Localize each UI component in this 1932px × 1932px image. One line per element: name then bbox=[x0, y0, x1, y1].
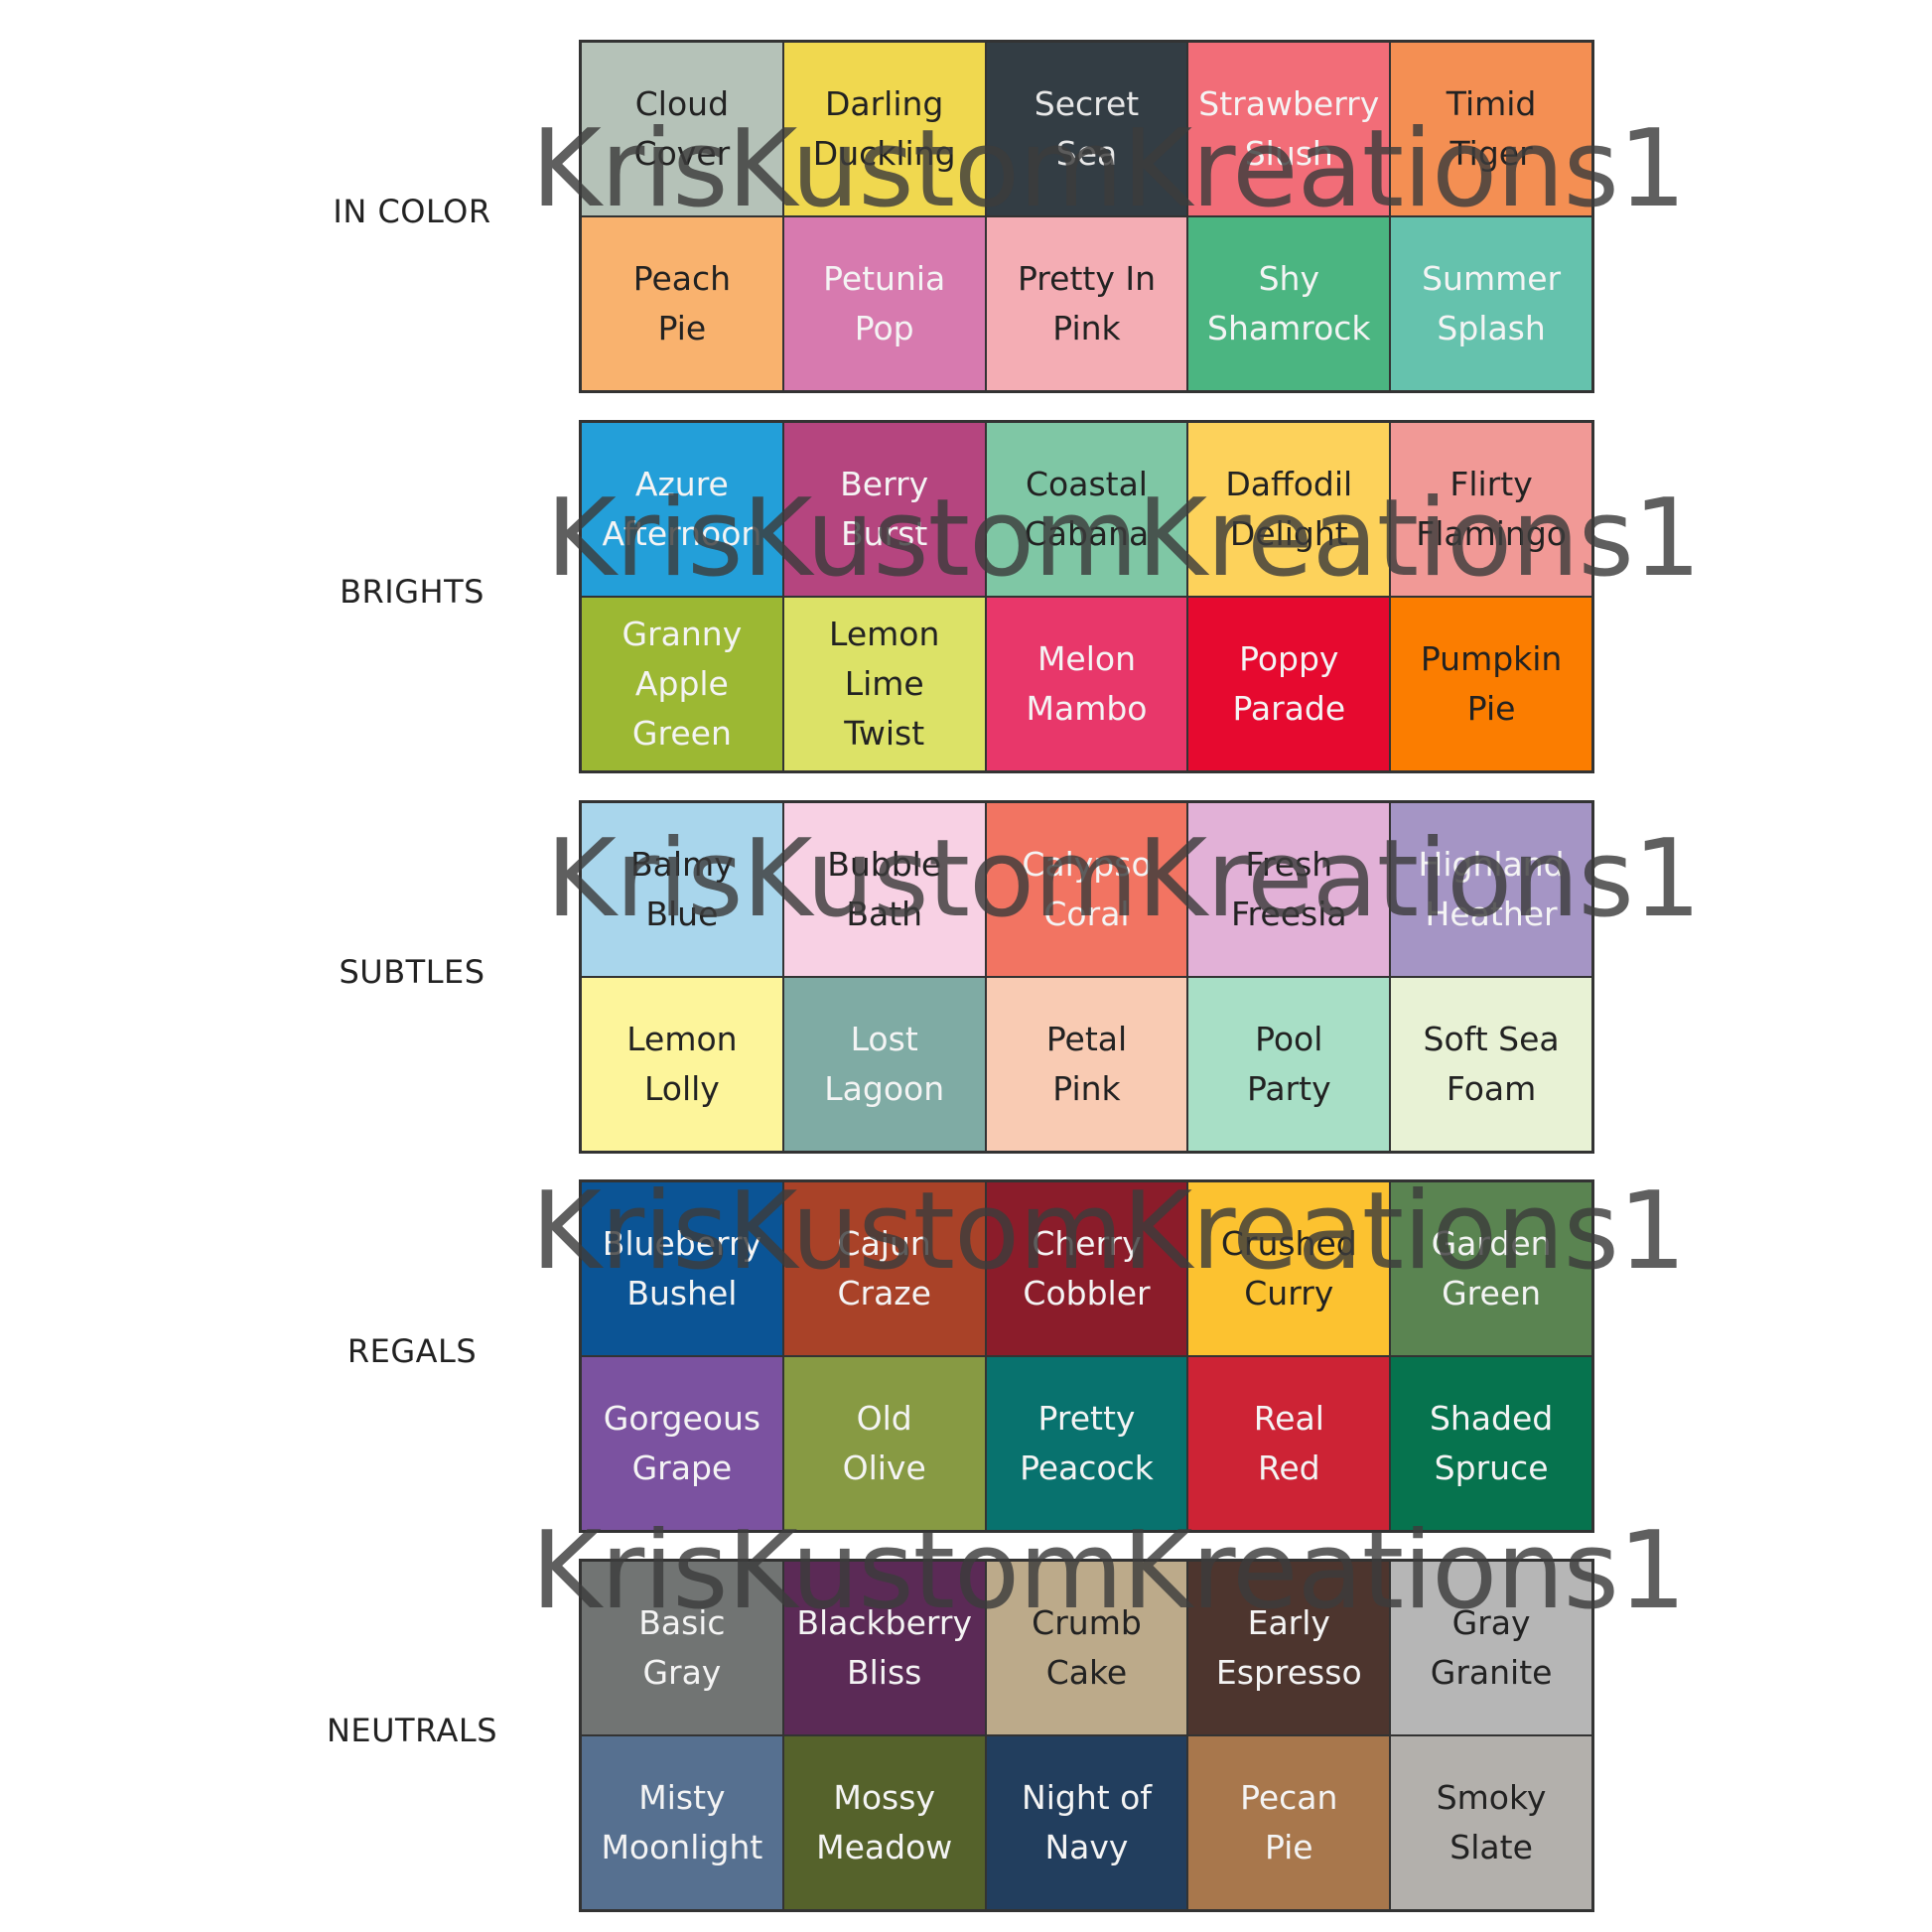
color-swatch-grid: Blueberry Bushel Cajun Craze Cherry Cobble… bbox=[579, 1179, 1594, 1533]
color-swatch: Coastal Cabana bbox=[985, 422, 1188, 597]
color-swatch: Cajun Craze bbox=[782, 1181, 986, 1356]
color-swatch: Secret Sea bbox=[985, 42, 1188, 216]
color-swatch: Azure Afternoon bbox=[581, 422, 783, 597]
color-swatch: Darling Duckling bbox=[782, 42, 986, 216]
color-swatch: Berry Burst bbox=[782, 422, 986, 597]
color-swatch: Pretty In Pink bbox=[985, 216, 1188, 391]
color-swatch-grid: Basic Gray Blackberry Bliss Crumb Cake Earl… bbox=[579, 1559, 1594, 1912]
color-swatch: Peach Pie bbox=[581, 216, 783, 391]
color-swatch: Early Espresso bbox=[1187, 1561, 1391, 1735]
color-swatch: Calypso Coral bbox=[985, 802, 1188, 977]
color-swatch: Melon Mambo bbox=[985, 597, 1188, 771]
color-swatch: Misty Moonlight bbox=[581, 1735, 783, 1910]
color-swatch-grid: Cloud Cover Darling Duckling Secret Sea Str… bbox=[579, 40, 1594, 393]
color-swatch: Petal Pink bbox=[985, 977, 1188, 1152]
color-swatch: Pretty Peacock bbox=[985, 1356, 1188, 1531]
color-swatch: Lemon Lime Twist bbox=[782, 597, 986, 771]
color-swatch: Real Red bbox=[1187, 1356, 1391, 1531]
color-swatch: Shaded Spruce bbox=[1390, 1356, 1592, 1531]
color-swatch: Cherry Cobbler bbox=[985, 1181, 1188, 1356]
color-swatch: Lost Lagoon bbox=[782, 977, 986, 1152]
color-swatch: Blackberry Bliss bbox=[782, 1561, 986, 1735]
group-label: REGALS bbox=[346, 1332, 478, 1370]
color-swatch: Blueberry Bushel bbox=[581, 1181, 783, 1356]
group-label: BRIGHTS bbox=[340, 573, 484, 611]
color-swatch: Gray Granite bbox=[1390, 1561, 1592, 1735]
color-swatch: Soft Sea Foam bbox=[1390, 977, 1592, 1152]
color-swatch-grid: Azure Afternoon Berry Burst Coastal Cabana… bbox=[579, 420, 1594, 773]
color-swatch: Bubble Bath bbox=[782, 802, 986, 977]
color-swatch: Gorgeous Grape bbox=[581, 1356, 783, 1531]
color-swatch: Crumb Cake bbox=[985, 1561, 1188, 1735]
color-swatch: Crushed Curry bbox=[1187, 1181, 1391, 1356]
color-swatch: Timid Tiger bbox=[1390, 42, 1592, 216]
color-swatch: Night of Navy bbox=[985, 1735, 1188, 1910]
color-swatch: Pool Party bbox=[1187, 977, 1391, 1152]
color-swatch: Summer Splash bbox=[1390, 216, 1592, 391]
color-swatch: Smoky Slate bbox=[1390, 1735, 1592, 1910]
color-swatch: Strawberry Slush bbox=[1187, 42, 1391, 216]
color-swatch: Cloud Cover bbox=[581, 42, 783, 216]
group-label: NEUTRALS bbox=[326, 1712, 498, 1749]
color-swatch: Balmy Blue bbox=[581, 802, 783, 977]
color-swatch: Garden Green bbox=[1390, 1181, 1592, 1356]
color-swatch: Fresh Freesia bbox=[1187, 802, 1391, 977]
color-swatch: Basic Gray bbox=[581, 1561, 783, 1735]
color-swatch: Daffodil Delight bbox=[1187, 422, 1391, 597]
color-swatch: Flirty Flamingo bbox=[1390, 422, 1592, 597]
color-swatch: Poppy Parade bbox=[1187, 597, 1391, 771]
color-swatch: Old Olive bbox=[782, 1356, 986, 1531]
group-label: SUBTLES bbox=[339, 953, 485, 991]
group-label: IN COLOR bbox=[333, 193, 491, 230]
color-swatch: Petunia Pop bbox=[782, 216, 986, 391]
color-swatch: Granny Apple Green bbox=[581, 597, 783, 771]
color-swatch: Highland Heather bbox=[1390, 802, 1592, 977]
color-swatch: Pecan Pie bbox=[1187, 1735, 1391, 1910]
color-swatch: Shy Shamrock bbox=[1187, 216, 1391, 391]
color-swatch: Mossy Meadow bbox=[782, 1735, 986, 1910]
color-swatch: Lemon Lolly bbox=[581, 977, 783, 1152]
color-swatch: Pumpkin Pie bbox=[1390, 597, 1592, 771]
color-swatch-grid: Balmy Blue Bubble Bath Calypso Coral Fresh … bbox=[579, 800, 1594, 1154]
